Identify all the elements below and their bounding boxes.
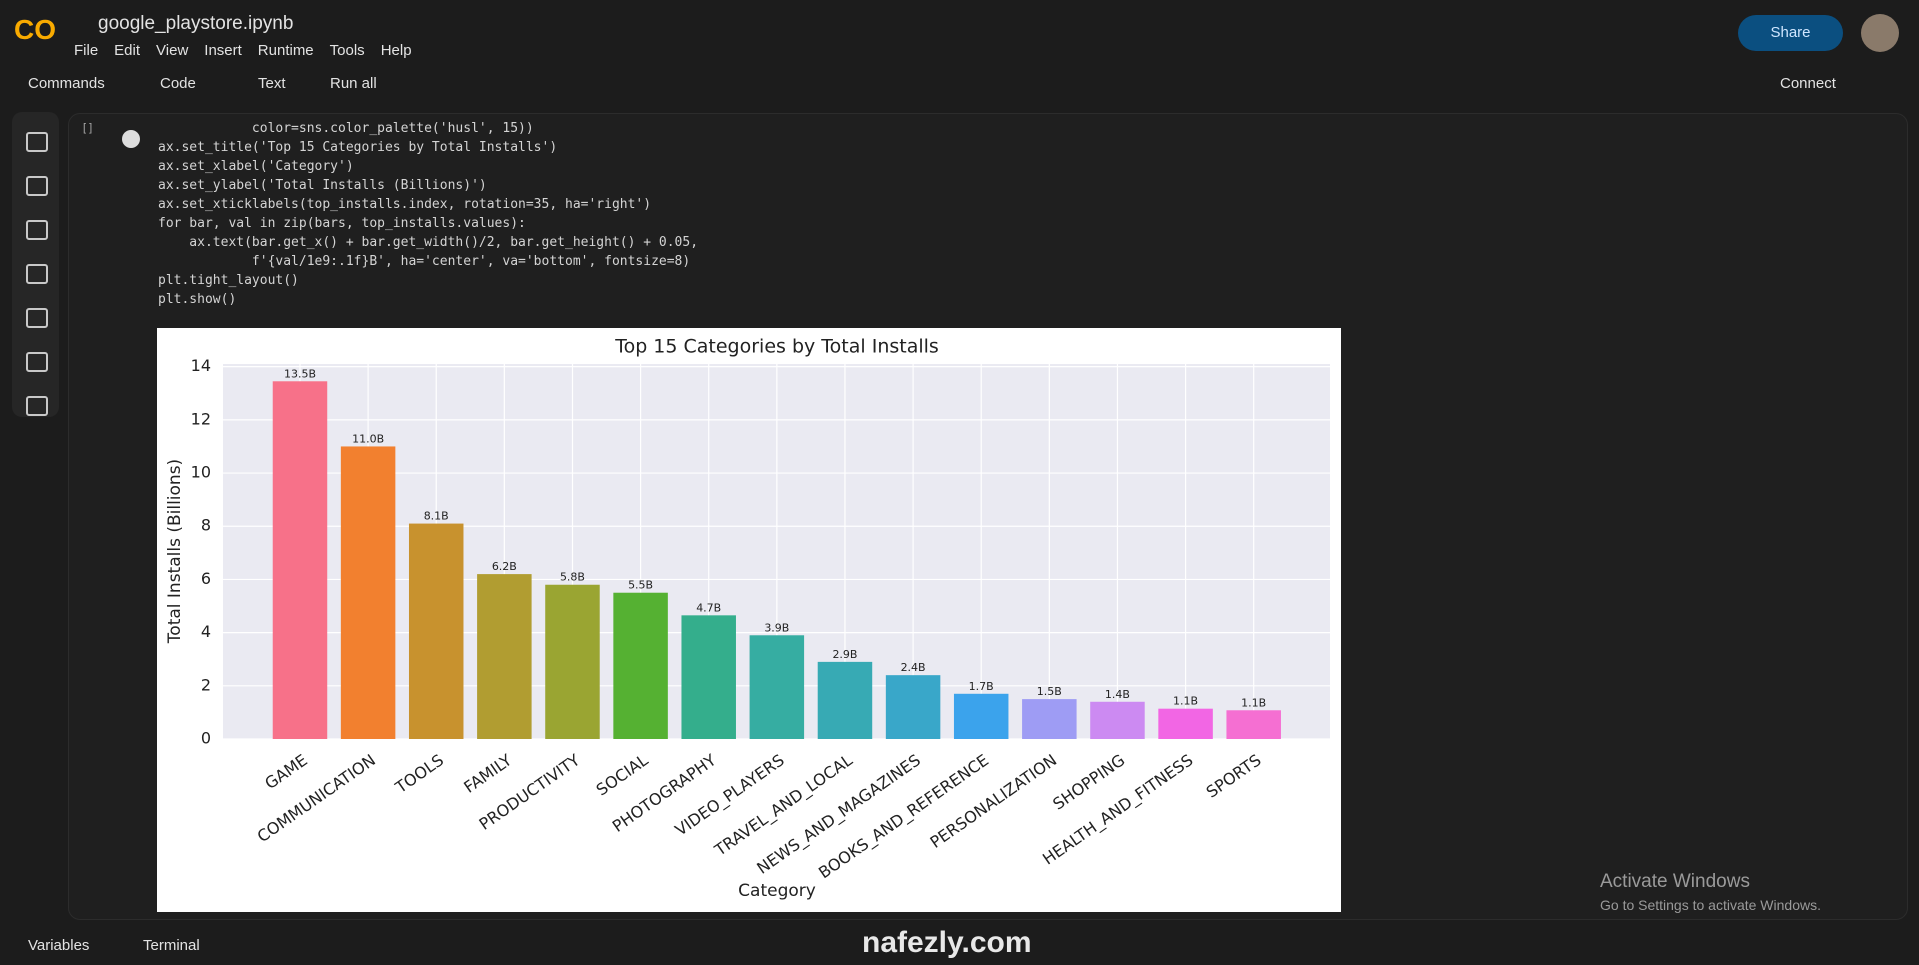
- sidebar: [12, 112, 59, 417]
- toc-icon[interactable]: [26, 132, 48, 152]
- code-line: ax.set_title('Top 15 Categories by Total…: [158, 140, 558, 155]
- value-label: 1.7B: [969, 680, 994, 693]
- file-name[interactable]: google_playstore.ipynb: [98, 13, 294, 34]
- bar: [1226, 710, 1281, 739]
- value-label: 1.1B: [1241, 696, 1266, 709]
- y-tick-label: 14: [191, 356, 211, 375]
- code-line: f'{val/1e9:.1f}B', ha='center', va='bott…: [158, 254, 691, 269]
- snippets-icon[interactable]: [26, 220, 48, 240]
- bar: [749, 635, 805, 739]
- bar: [885, 675, 941, 739]
- x-tick-label: COMMUNICATION: [254, 750, 379, 846]
- y-tick-label: 12: [191, 409, 211, 428]
- bar: [613, 592, 668, 739]
- code-line: ax.text(bar.get_x() + bar.get_width()/2,…: [158, 235, 699, 250]
- value-label: 1.1B: [1173, 695, 1198, 708]
- commands[interactable]: Commands: [28, 75, 105, 92]
- chart: Top 15 Categories by Total Installs Cate…: [157, 328, 1341, 912]
- avatar[interactable]: [1861, 14, 1899, 52]
- y-tick-label: 2: [201, 675, 211, 694]
- add-code[interactable]: Code: [160, 75, 196, 92]
- terminal[interactable]: Terminal: [143, 937, 200, 954]
- code-line: for bar, val in zip(bars, top_installs.v…: [158, 216, 526, 231]
- x-tick-label: FAMILY: [460, 750, 515, 797]
- menu-item[interactable]: Tools: [329, 42, 365, 59]
- code-line: ax.set_xticklabels(top_installs.index, r…: [158, 197, 652, 212]
- data-icon[interactable]: [26, 396, 48, 416]
- activate-windows: Activate Windows: [1600, 871, 1750, 892]
- code-line: ax.set_xlabel('Category'): [158, 159, 354, 174]
- y-tick-label: 6: [201, 569, 211, 588]
- connect[interactable]: Connect: [1780, 75, 1836, 92]
- bar: [408, 523, 464, 739]
- code-line: plt.tight_layout(): [158, 273, 299, 288]
- value-label: 6.2B: [492, 560, 517, 573]
- bar: [1090, 701, 1145, 739]
- x-tick-label: SOCIAL: [593, 750, 652, 799]
- run-button[interactable]: [122, 130, 140, 148]
- x-tick-label: TOOLS: [391, 750, 447, 797]
- y-axis-label: Total Installs (Billions): [165, 459, 185, 644]
- menu-bar: File Edit View Insert Runtime Tools Help: [74, 42, 428, 60]
- y-tick-label: 4: [201, 622, 211, 641]
- files-icon[interactable]: [26, 352, 48, 372]
- value-label: 13.5B: [284, 367, 316, 380]
- bar: [477, 574, 532, 739]
- code-line: color=sns.color_palette('husl', 15)): [158, 121, 534, 136]
- y-tick-label: 0: [201, 729, 211, 748]
- y-tick-label: 8: [201, 516, 211, 535]
- menu-item[interactable]: File: [74, 42, 99, 59]
- bar: [817, 661, 873, 739]
- watermark: nafezly.com: [862, 926, 1032, 959]
- x-tick-label: SPORTS: [1203, 750, 1265, 801]
- code-line: ax.set_ylabel('Total Installs (Billions)…: [158, 178, 487, 193]
- activate-windows-sub: Go to Settings to activate Windows.: [1600, 897, 1821, 913]
- share-button[interactable]: Share: [1738, 15, 1843, 51]
- x-tick-label: PERSONALIZATION: [927, 750, 1061, 852]
- value-label: 1.4B: [1105, 688, 1130, 701]
- menu-item[interactable]: Insert: [204, 42, 242, 59]
- cell-bracket: [ ]: [83, 122, 93, 134]
- code-cell: color=sns.color_palette('husl', 15)) ax.s…: [158, 119, 698, 309]
- inspect-icon[interactable]: [26, 264, 48, 284]
- bar: [953, 693, 1009, 739]
- value-label: 11.0B: [352, 432, 384, 445]
- value-label: 5.8B: [560, 571, 585, 584]
- logo: CO: [14, 14, 56, 45]
- value-label: 3.9B: [764, 621, 789, 634]
- bar: [272, 381, 328, 739]
- bar: [1022, 699, 1077, 739]
- y-tick-label: 10: [191, 463, 211, 482]
- menu-item[interactable]: Runtime: [257, 42, 314, 59]
- bar: [681, 615, 736, 739]
- value-label: 4.7B: [696, 601, 721, 614]
- value-label: 5.5B: [628, 579, 653, 592]
- menu-item[interactable]: View: [156, 42, 189, 59]
- add-text[interactable]: Text: [258, 75, 286, 92]
- value-label: 8.1B: [424, 510, 449, 523]
- code-line: plt.show(): [158, 292, 237, 307]
- bar: [1158, 708, 1213, 739]
- run-all[interactable]: Run all: [330, 75, 377, 92]
- variables[interactable]: Variables: [28, 937, 90, 954]
- bar: [545, 584, 600, 739]
- secrets-icon[interactable]: [26, 308, 48, 328]
- value-label: 2.4B: [901, 661, 926, 674]
- menu-item[interactable]: Edit: [114, 42, 141, 59]
- value-label: 1.5B: [1037, 685, 1062, 698]
- chart-title: Top 15 Categories by Total Installs: [614, 336, 939, 358]
- bar: [340, 446, 396, 739]
- search-icon[interactable]: [26, 176, 48, 196]
- value-label: 2.9B: [832, 648, 857, 661]
- x-tick-label: GAME: [261, 750, 311, 793]
- menu-item[interactable]: Help: [380, 42, 412, 59]
- x-axis-label: Category: [738, 881, 816, 901]
